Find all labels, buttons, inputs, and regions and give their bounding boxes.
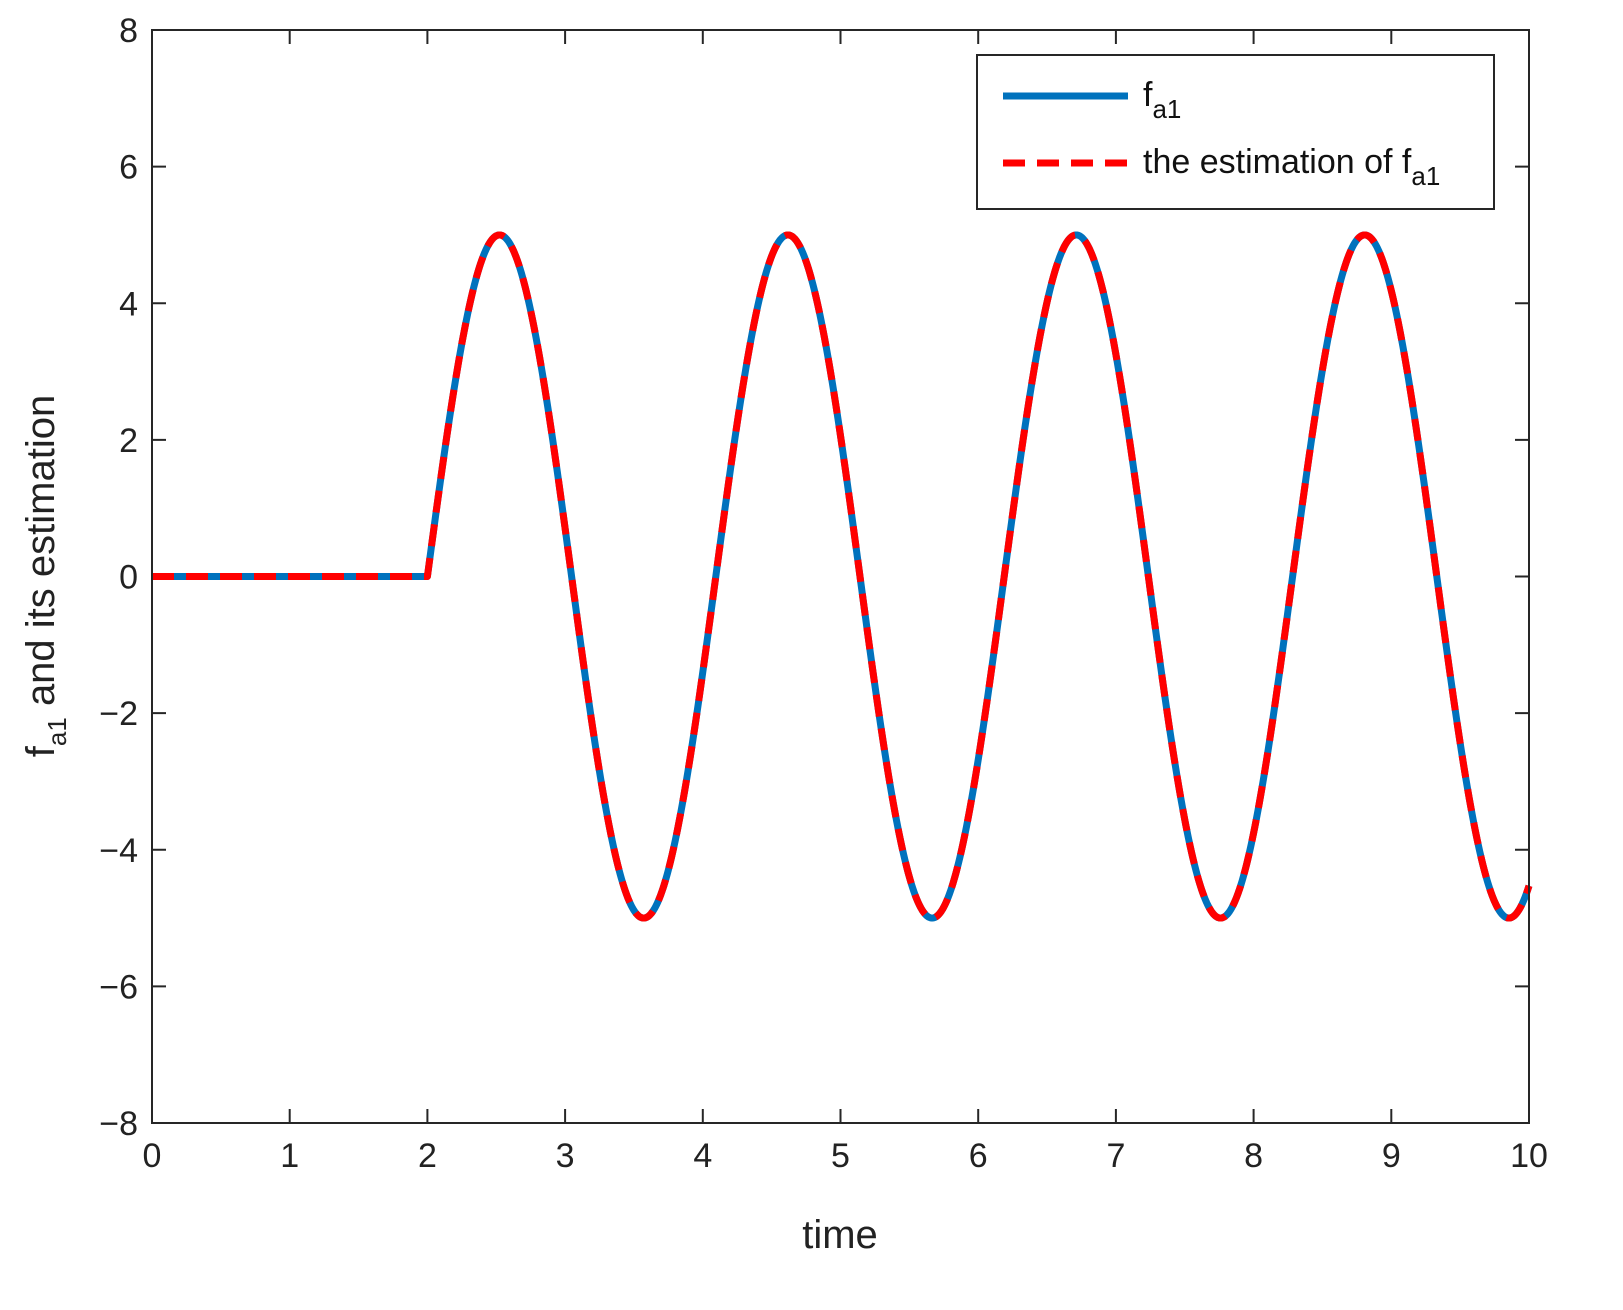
legend-label-estimate-base: the estimation of f: [1143, 143, 1412, 181]
axis-tick-labels: 0 1 2 3 4 5 6 7 8 9 10 −8 −6 −4 −2 0 2 4 6 8: [99, 12, 1548, 1175]
x-tick-label: 2: [418, 1137, 437, 1175]
legend-label-actual-base: f: [1143, 76, 1153, 114]
y-axis-title-base: f: [19, 745, 63, 757]
y-tick-label: 0: [119, 559, 138, 597]
legend-label-actual: fa1: [1143, 76, 1181, 124]
y-tick-label: 4: [119, 285, 138, 323]
y-tick-label: −6: [99, 968, 138, 1006]
x-tick-label: 10: [1510, 1137, 1548, 1175]
legend-box: [976, 54, 1495, 210]
y-tick-label: 2: [119, 422, 138, 460]
y-tick-label: −2: [99, 695, 138, 733]
legend-label-estimate-subscript: a1: [1411, 161, 1440, 191]
x-tick-label: 1: [280, 1137, 299, 1175]
legend-label-estimate: the estimation of fa1: [1143, 143, 1440, 191]
x-axis-title: time: [802, 1213, 878, 1257]
y-axis-title-subscript: a1: [42, 717, 72, 746]
y-tick-label: 6: [119, 149, 138, 187]
y-tick-label: −4: [99, 832, 138, 870]
legend-label-actual-subscript: a1: [1152, 94, 1181, 124]
x-tick-label: 3: [556, 1137, 575, 1175]
x-tick-label: 9: [1382, 1137, 1401, 1175]
x-tick-label: 7: [1106, 1137, 1125, 1175]
series-estimate-line: [149, 231, 1533, 922]
series-layer: [149, 231, 1533, 922]
x-tick-label: 0: [143, 1137, 162, 1175]
y-tick-label: 8: [119, 12, 138, 50]
x-tick-label: 5: [831, 1137, 850, 1175]
x-tick-label: 6: [969, 1137, 988, 1175]
plot-area-frame: [151, 29, 1530, 1124]
y-tick-label: −8: [99, 1105, 138, 1143]
legend: fa1 the estimation of fa1: [976, 54, 1495, 210]
y-axis-title: fa1 and its estimation: [19, 395, 72, 757]
x-tick-label: 8: [1244, 1137, 1263, 1175]
y-axis-title-rest: and its estimation: [19, 395, 63, 717]
x-tick-label: 4: [693, 1137, 712, 1175]
